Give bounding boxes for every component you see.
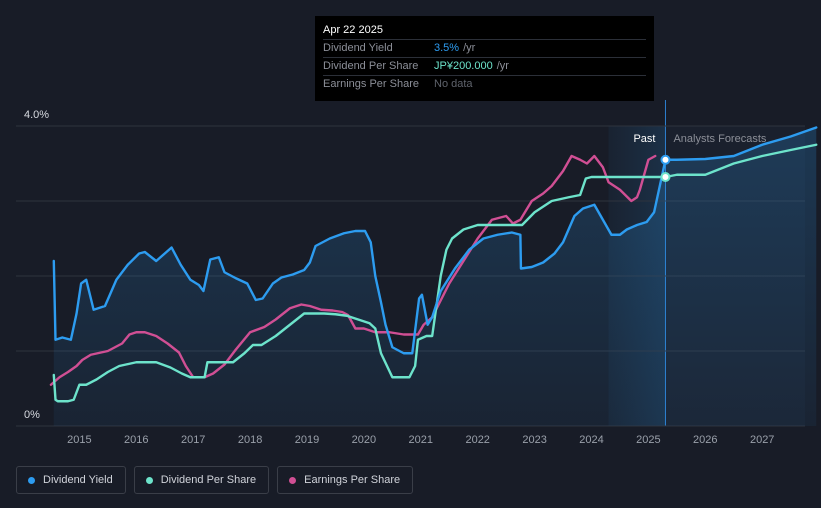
tooltip-unit: /yr <box>496 60 509 72</box>
x-tick-label: 2021 <box>409 434 433 446</box>
dividend-per-share-line <box>52 143 818 403</box>
tooltip-row-dividend-per-share: Dividend Per Share JP¥200.000 /yr <box>323 57 646 75</box>
legend-dot-icon <box>289 476 297 484</box>
x-tick-label: 2027 <box>750 434 774 446</box>
x-tick-label: 2022 <box>465 434 489 446</box>
x-tick-label: 2017 <box>181 434 205 446</box>
tooltip-value: JP¥200.000 <box>434 60 493 72</box>
legend: Dividend Yield Dividend Per Share Earnin… <box>16 466 421 494</box>
legend-label: Dividend Yield <box>43 474 113 486</box>
tooltip: Apr 22 2025 Dividend Yield 3.5% /yr Divi… <box>315 16 654 101</box>
x-tick-label: 2026 <box>693 434 717 446</box>
tooltip-label: Dividend Per Share <box>323 60 419 72</box>
tooltip-row-earnings-per-share: Earnings Per Share No data <box>323 75 646 93</box>
tooltip-unit: /yr <box>463 42 476 54</box>
earnings-per-share-line <box>49 154 657 386</box>
x-tick-label: 2018 <box>238 434 262 446</box>
tooltip-date: Apr 22 2025 <box>323 24 383 36</box>
tooltip-label: Earnings Per Share <box>323 78 419 90</box>
legend-dot-icon <box>28 476 35 484</box>
legend-item-earnings-per-share[interactable]: Earnings Per Share <box>277 466 414 494</box>
tooltip-value: 3.5% <box>434 42 460 54</box>
x-tick-label: 2016 <box>124 434 148 446</box>
dividend-yield-marker <box>660 154 671 165</box>
x-tick-label: 2025 <box>636 434 660 446</box>
x-tick-label: 2019 <box>295 434 319 446</box>
tooltip-label: Dividend Yield <box>323 42 393 54</box>
dividend-per-share-marker <box>660 172 671 182</box>
tooltip-value: No data <box>434 78 473 90</box>
x-tick-label: 2015 <box>67 434 91 446</box>
dividend-yield-line <box>52 126 818 355</box>
legend-item-dividend-per-share[interactable]: Dividend Per Share <box>133 466 270 494</box>
y-tick-label: 0% <box>24 409 40 421</box>
y-tick-label: 4.0% <box>24 109 49 121</box>
legend-dot-icon <box>145 476 153 484</box>
dividend-yield-area <box>53 127 817 426</box>
x-tick-label: 2020 <box>352 434 376 446</box>
past-label: Past <box>633 133 655 145</box>
legend-label: Dividend Per Share <box>160 474 257 486</box>
tooltip-row-dividend-yield: Dividend Yield 3.5% /yr <box>323 39 646 57</box>
legend-label: Earnings Per Share <box>304 474 401 486</box>
x-tick-label: 2024 <box>579 434 603 446</box>
x-tick-label: 2023 <box>522 434 546 446</box>
forecast-label: Analysts Forecasts <box>673 133 766 145</box>
legend-item-dividend-yield[interactable]: Dividend Yield <box>16 466 126 494</box>
